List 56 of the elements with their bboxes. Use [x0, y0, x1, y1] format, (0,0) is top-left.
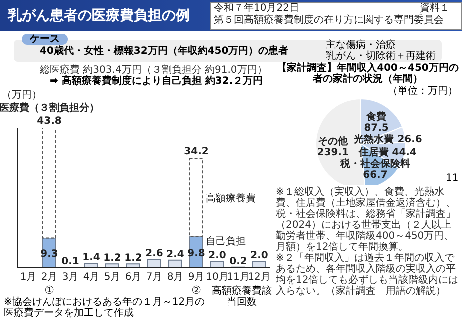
data-label: 0.1: [62, 256, 80, 268]
text: 総医療費 約303.4万円（３割負担分 約91.0万円）: [40, 65, 268, 76]
text: ②: [192, 284, 202, 297]
text: ①: [44, 284, 55, 297]
text: ※協会けんぽにおけるある年の１月～12月の医療費データを加工して作成: [4, 297, 206, 319]
data-label: 1.2: [104, 253, 122, 264]
series-label: 自己負担: [206, 236, 246, 248]
chart-title: 【家計調査】年間収入400～450万円の者の家計の状況（年間）: [276, 63, 460, 85]
total-label: 43.8: [37, 116, 62, 127]
x-tick-label: 12月: [248, 272, 271, 283]
y-axis-title: （万円）: [2, 90, 42, 101]
text: 主な傷病・治療: [326, 40, 396, 51]
x-tick-label: 6月: [125, 272, 142, 283]
x-tick-label: 10月: [206, 272, 229, 283]
slice-label: その他: [318, 135, 350, 148]
data-label: 1.2: [124, 253, 142, 264]
slice-label: 住居費: [358, 148, 389, 159]
data-label: 2.6: [146, 248, 164, 260]
data-label: 66.7: [363, 170, 388, 181]
text: 11: [446, 173, 459, 184]
annotation: 医療費（３割負担分）: [0, 102, 100, 114]
x-tick-label: 4月: [83, 272, 100, 283]
text: ➡ 高額療養費制度により自己負担 約32.２万円: [50, 76, 264, 87]
x-tick-label: 11月: [227, 272, 250, 283]
text: 40歳代・女性・標報32万円（年収約450万円）の患者: [40, 46, 289, 57]
x-tick-label: 5月: [104, 272, 121, 283]
x-tick-label: 9月: [188, 272, 205, 283]
x-tick-label: 3月: [62, 272, 79, 283]
data-label: 2.4: [166, 249, 184, 260]
data-label: 1.4: [82, 252, 100, 264]
data-label: 239.1: [317, 147, 349, 158]
chart-title: 乳がん患者の医療費負担の例: [8, 8, 190, 24]
x-tick-label: 2月: [41, 272, 58, 283]
text: 乳がん・切除術＋再建術: [326, 51, 436, 62]
series-label: 高額療養費: [206, 192, 256, 205]
slice-label: 光熱水費: [354, 134, 394, 146]
x-tick-label: 1月: [20, 272, 37, 283]
text: ※１総収入（実収入）、食費、光熱水費、住居費（土地家屋借金返済含む）、税・社会保険料は、総務省「家計調査」（2024）における世帯支出（２人以上勤労者世帯、年収階級400～450万円、月額）を12倍して年間換算。: [276, 187, 457, 253]
text: 高額療養費該当回数: [212, 286, 272, 308]
text: ※２「年間収入」は過去１年間の収入であるため、各年間収入階級の実収入の平均を12倍しても必ずしも当該階級内には入らない。（家計調査 用語の解説）: [276, 253, 460, 297]
data-label: 0.2: [230, 256, 248, 268]
text: ケース: [22, 34, 68, 45]
data-label: 44.4: [392, 148, 417, 159]
x-tick-label: 7月: [146, 272, 163, 283]
chart-subtitle: （単位：万円）: [388, 86, 458, 97]
data-label: 87.5: [364, 122, 389, 134]
data-label: 2.0: [250, 250, 268, 262]
total-label: 34.2: [184, 146, 209, 158]
data-label: 2.0: [208, 250, 226, 262]
text: 令和７年10月22日: [214, 3, 300, 14]
slice-label: 食費: [366, 110, 387, 123]
text: 資料１: [420, 3, 450, 14]
data-label: 26.6: [398, 134, 422, 146]
x-tick-label: 8月: [167, 272, 184, 283]
slice-label: 税・社会保険料: [339, 158, 410, 170]
text: 第５回高額療養費制度の在り方に関する専門委員会: [214, 15, 445, 26]
